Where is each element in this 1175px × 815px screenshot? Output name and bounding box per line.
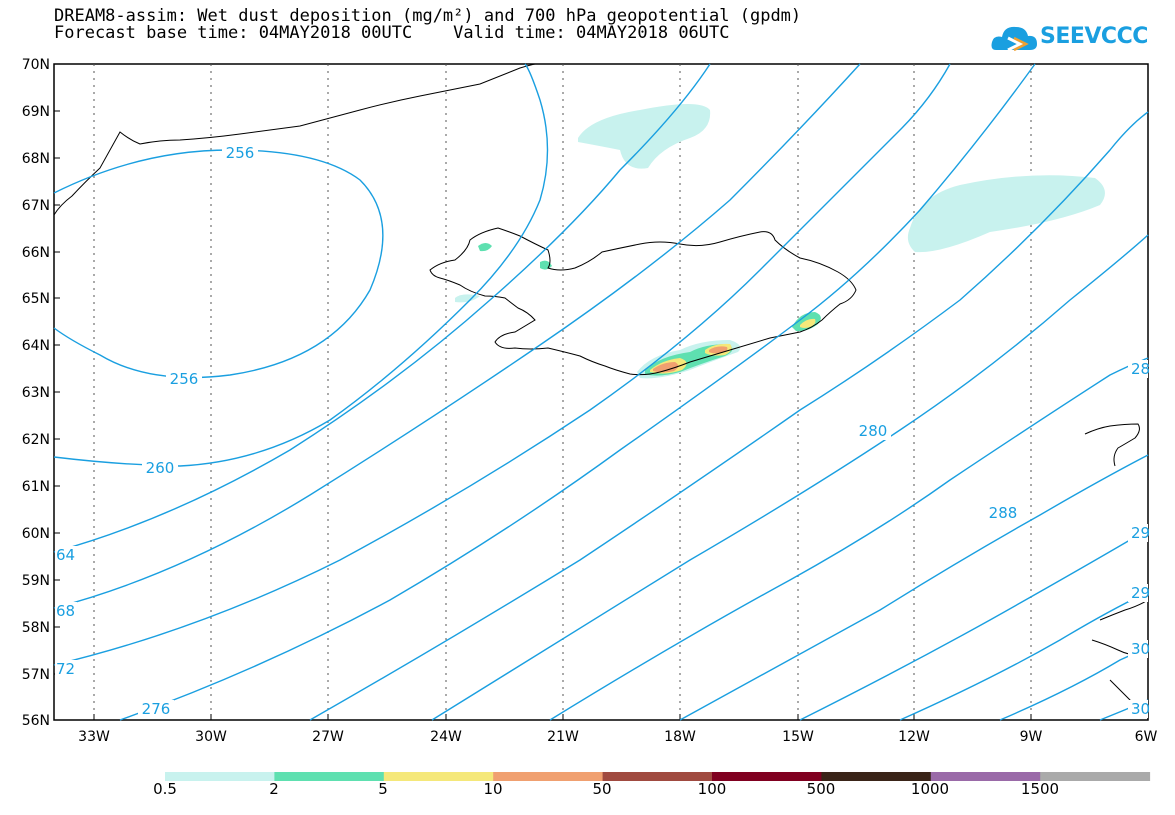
lon-label: 9W — [1020, 729, 1043, 745]
colorbar-swatch — [383, 772, 494, 781]
lat-label: 67N — [22, 198, 50, 214]
contour-line — [549, 357, 1149, 721]
colorbar-swatch — [821, 772, 932, 781]
lat-label: 66N — [22, 245, 50, 261]
map-title-line2: Forecast base time: 04MAY2018 00UTC Vali… — [54, 23, 730, 43]
colorbar-label: 10 — [483, 780, 503, 798]
contour-label: 72 — [56, 660, 75, 678]
contour-line — [309, 111, 1149, 721]
geopotential-contours — [53, 63, 1149, 721]
contour-label: 276 — [142, 700, 171, 718]
contour-label: 280 — [859, 422, 888, 440]
colorbar-swatch — [1040, 772, 1151, 781]
lat-label: 69N — [22, 104, 50, 120]
map-frame — [53, 63, 1149, 721]
contour-line — [53, 149, 384, 379]
lon-label: 27W — [312, 729, 344, 745]
contour-line — [679, 454, 1149, 721]
contour-label: 288 — [989, 504, 1018, 522]
contour-label: 30 — [1131, 700, 1150, 718]
deposition-area — [653, 362, 679, 373]
latitude-labels: 70N 69N 68N 67N 66N 65N 64N 63N 62N 61N … — [22, 57, 50, 729]
colorbar-swatch — [930, 772, 1041, 781]
lon-label: 12W — [898, 729, 930, 745]
iceland-coastline — [429, 227, 857, 376]
colorbar-swatch — [493, 772, 604, 781]
contour-label: 256 — [226, 144, 255, 162]
colorbar-swatch — [712, 772, 822, 781]
colorbar-label: 50 — [592, 780, 612, 798]
greenland-coastline — [53, 63, 536, 216]
colorbar-swatch — [165, 772, 275, 781]
colorbar-label: 1500 — [1020, 780, 1060, 798]
lon-label: 6W — [1135, 729, 1158, 745]
lon-label: 21W — [547, 729, 579, 745]
meridian-gridlines — [93, 64, 1032, 720]
deposition-area — [907, 175, 1105, 253]
contour-label: 29 — [1131, 584, 1150, 602]
contour-line — [53, 63, 711, 553]
contour-label: 30 — [1131, 640, 1150, 658]
lon-label: 30W — [195, 729, 227, 745]
cloud-icon — [991, 26, 1037, 52]
colorbar-label: 0.5 — [153, 780, 177, 798]
lat-label: 58N — [22, 620, 50, 636]
lon-label: 15W — [782, 729, 814, 745]
lat-label: 60N — [22, 526, 50, 542]
contour-line — [119, 63, 1036, 721]
seevccc-logo: SEEVCCC — [990, 18, 1148, 58]
contour-line — [431, 234, 1149, 721]
deposition-area — [478, 243, 492, 252]
lat-label: 57N — [22, 667, 50, 683]
contour-label: 29 — [1131, 524, 1150, 542]
deposition-area — [578, 104, 711, 169]
colorbar-label: 2 — [269, 780, 279, 798]
lon-label: 33W — [78, 729, 110, 745]
dust-deposition-shading — [455, 104, 1105, 379]
logo-text: SEEVCCC — [1040, 24, 1148, 49]
contour-label: 260 — [146, 459, 175, 477]
lat-label: 68N — [22, 151, 50, 167]
contour-line — [53, 63, 951, 666]
contour-labels: 256 256 260 64 68 72 276 280 288 28 29 2… — [55, 144, 1150, 718]
lat-label: 64N — [22, 338, 50, 354]
contour-label: 64 — [56, 546, 75, 564]
longitude-labels: 33W 30W 27W 24W 21W 18W 15W 12W 9W 6W — [78, 729, 1157, 745]
axis-ticks — [54, 63, 1032, 720]
lat-label: 59N — [22, 573, 50, 589]
lat-label: 62N — [22, 432, 50, 448]
colorbar-swatch — [274, 772, 385, 781]
lat-label: 56N — [22, 713, 50, 729]
lat-label: 70N — [22, 57, 50, 73]
colorbar-swatch — [602, 772, 713, 781]
deposition-area — [800, 318, 816, 328]
contour-label: 68 — [56, 602, 75, 620]
lat-label: 63N — [22, 385, 50, 401]
colorbar-label: 1000 — [910, 780, 950, 798]
lon-label: 24W — [430, 729, 462, 745]
lat-label: 65N — [22, 291, 50, 307]
faroe-coastline — [1084, 423, 1140, 467]
contour-label: 256 — [170, 370, 199, 388]
colorbar-label: 5 — [378, 780, 388, 798]
deposition-area — [540, 260, 552, 270]
lat-label: 61N — [22, 479, 50, 495]
contour-line — [899, 591, 1149, 721]
colorbar-label: 100 — [697, 780, 727, 798]
colorbar — [165, 772, 1151, 781]
contour-label: 28 — [1131, 360, 1150, 378]
lon-label: 18W — [664, 729, 696, 745]
deposition-area — [709, 346, 728, 354]
map-title-line1: DREAM8-assim: Wet dust deposition (mg/m²… — [54, 6, 802, 26]
contour-line — [53, 63, 549, 467]
contour-line — [53, 63, 861, 609]
colorbar-label: 500 — [806, 780, 836, 798]
